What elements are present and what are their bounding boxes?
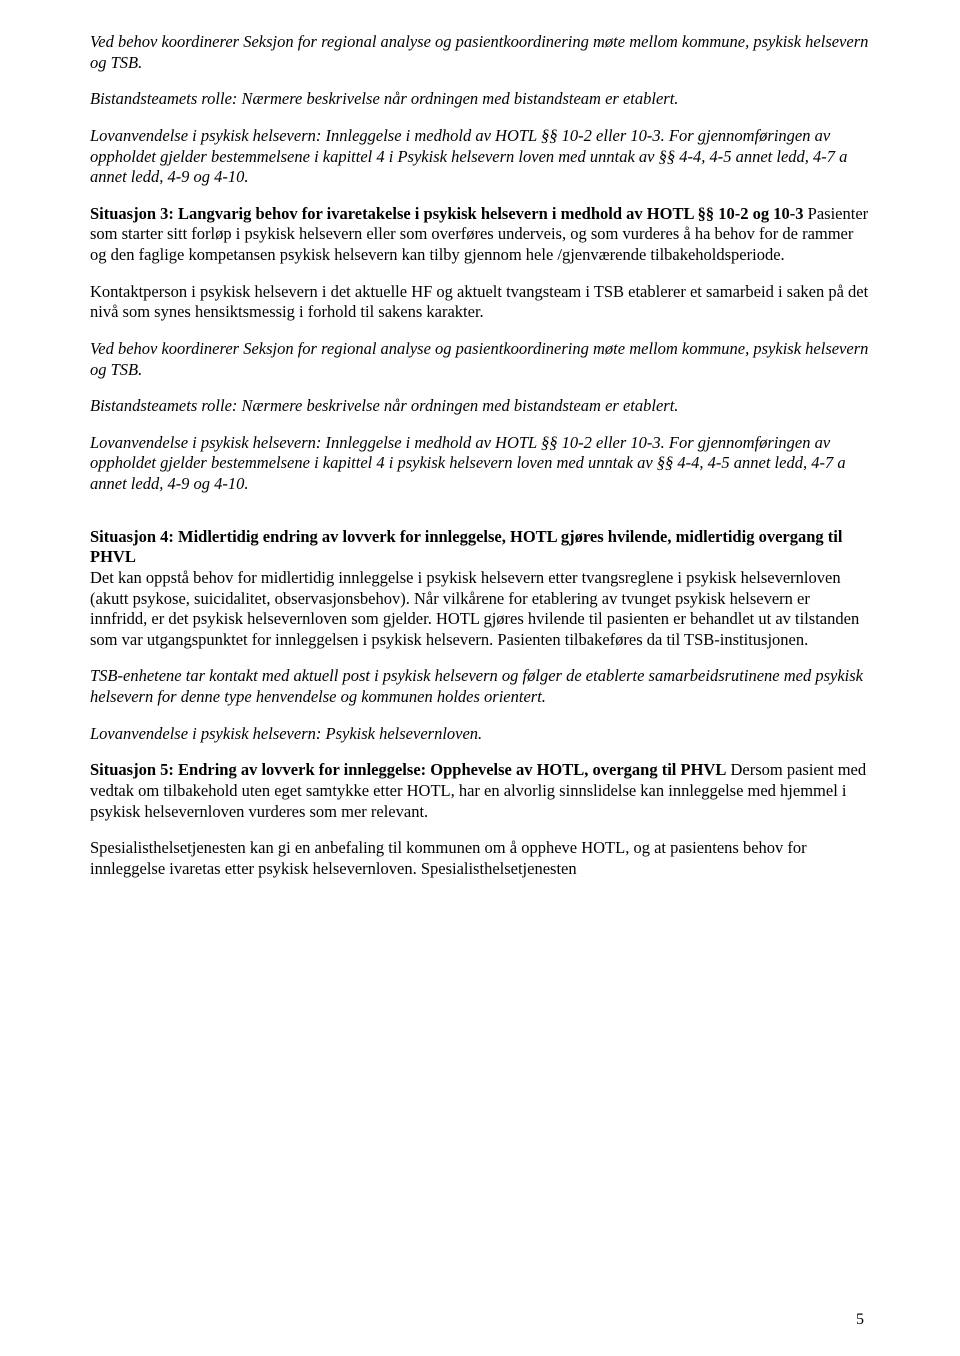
paragraph-6: Ved behov koordinerer Seksjon for region… [90, 339, 870, 380]
situation-3-heading: Situasjon 3: Langvarig behov for ivareta… [90, 204, 804, 223]
situation-4-heading: Situasjon 4: Midlertidig endring av lovv… [90, 527, 870, 568]
paragraph-2: Bistandsteamets rolle: Nærmere beskrivel… [90, 89, 870, 110]
paragraph-1: Ved behov koordinerer Seksjon for region… [90, 32, 870, 73]
situation-4-body: Det kan oppstå behov for midlertidig inn… [90, 568, 870, 651]
paragraph-4: Situasjon 3: Langvarig behov for ivareta… [90, 204, 870, 266]
paragraph-13: Spesialisthelsetjenesten kan gi en anbef… [90, 838, 870, 879]
situation-4-title: Situasjon 4: Midlertidig endring av lovv… [90, 527, 842, 567]
page-number: 5 [856, 1310, 864, 1330]
paragraph-12: Situasjon 5: Endring av lovverk for innl… [90, 760, 870, 822]
paragraph-8: Lovanvendelse i psykisk helsevern: Innle… [90, 433, 870, 495]
situation-5-heading: Situasjon 5: Endring av lovverk for innl… [90, 760, 726, 779]
paragraph-3: Lovanvendelse i psykisk helsevern: Innle… [90, 126, 870, 188]
paragraph-11: Lovanvendelse i psykisk helsevern: Psyki… [90, 724, 870, 745]
paragraph-7: Bistandsteamets rolle: Nærmere beskrivel… [90, 396, 870, 417]
paragraph-10: TSB-enhetene tar kontakt med aktuell pos… [90, 666, 870, 707]
paragraph-5: Kontaktperson i psykisk helsevern i det … [90, 282, 870, 323]
